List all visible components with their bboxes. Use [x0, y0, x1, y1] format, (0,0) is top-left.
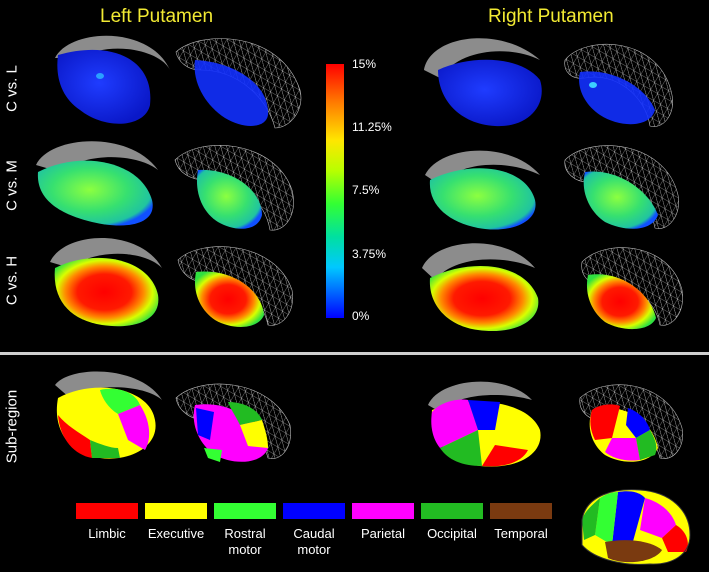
right-wireframe-subregion	[579, 384, 683, 462]
right-surface-subregion	[428, 381, 541, 467]
legend-label-rostral-motor: Rostral motor	[224, 526, 266, 557]
colorbar-tick: 11.25%	[352, 120, 392, 134]
right-wireframe-cvl	[564, 43, 673, 127]
left-putamen-header: Left Putamen	[100, 6, 214, 27]
colorbar	[326, 64, 344, 318]
left-wireframe-cvm	[174, 145, 294, 231]
legend-swatch-temporal	[490, 503, 552, 519]
right-surface-cvh	[422, 243, 539, 332]
legend-swatch-occipital	[421, 503, 483, 519]
legend-swatch-executive	[145, 503, 207, 519]
right-wireframe-cvh	[581, 247, 683, 330]
colorbar-tick: 0%	[352, 309, 370, 323]
brain-lobe-icon	[581, 489, 691, 565]
left-surface-subregion	[55, 371, 162, 459]
right-surface-cvl	[424, 38, 542, 127]
legend-label-occipital: Occipital	[427, 526, 477, 541]
legend-label-parietal: Parietal	[360, 526, 406, 541]
legend-swatch-rostral-motor	[214, 503, 276, 519]
legend-swatch-limbic	[76, 503, 138, 519]
right-putamen-header: Right Putamen	[488, 6, 614, 27]
left-surface-cvl	[55, 35, 170, 124]
colorbar-tick: 15%	[352, 57, 377, 71]
legend-label-limbic: Limbic	[88, 526, 126, 541]
legend-swatch-caudal-motor	[283, 503, 345, 519]
legend-label-caudal-motor: Caudal motor	[293, 526, 335, 557]
right-surface-cvm	[425, 150, 540, 230]
section-divider	[0, 352, 709, 355]
right-wireframe-cvm	[564, 145, 679, 229]
left-surface-cvh	[50, 237, 162, 327]
colorbar-tick: 7.5%	[352, 183, 380, 197]
colorbar-tick: 3.75%	[352, 247, 387, 261]
legend-swatch-parietal	[352, 503, 414, 519]
legend-label-temporal: Temporal	[494, 526, 548, 541]
left-wireframe-subregion	[175, 383, 291, 462]
left-wireframe-cvl	[175, 38, 302, 129]
left-surface-cvm	[36, 141, 158, 226]
legend-label-executive: Executive	[147, 526, 205, 541]
left-wireframe-cvh	[177, 246, 293, 327]
